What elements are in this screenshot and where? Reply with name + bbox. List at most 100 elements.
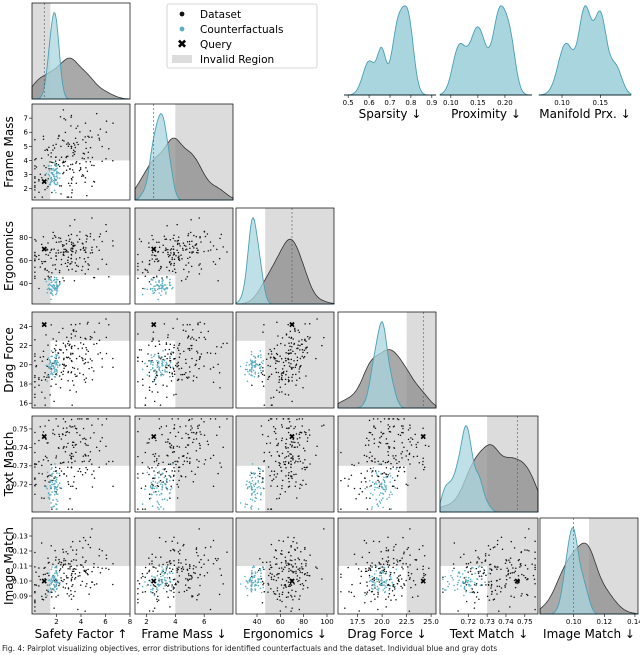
query-point: ✖ (41, 245, 48, 254)
dataset-point (203, 250, 205, 253)
dataset-point (477, 572, 480, 574)
dataset-point (526, 594, 529, 597)
dataset-point (183, 244, 186, 247)
dataset-point (490, 568, 493, 571)
dataset-point (42, 236, 45, 238)
counterfactual-point (150, 584, 152, 587)
dataset-point (70, 241, 73, 243)
dataset-point (340, 508, 342, 510)
dataset-point (372, 418, 375, 420)
dataset-point (137, 333, 139, 335)
dataset-point (58, 561, 61, 563)
dataset-point (188, 563, 191, 566)
counterfactual-point (54, 351, 57, 353)
y-tick-label: 0.13 (12, 532, 28, 540)
dataset-point (158, 246, 161, 248)
dataset-point (500, 587, 503, 589)
dataset-point (292, 458, 294, 461)
dataset-point (60, 193, 62, 195)
counterfactual-point (171, 351, 173, 353)
dataset-point (409, 463, 411, 465)
panel-frame (134, 311, 234, 409)
counterfactual-point (384, 590, 387, 593)
dataset-point (89, 233, 92, 235)
dataset-point (527, 578, 529, 580)
dataset-point (165, 540, 167, 543)
dataset-point (166, 357, 168, 360)
dataset-point (377, 596, 379, 598)
y-tick-label: 0.72 (12, 481, 28, 489)
dataset-point (284, 383, 287, 385)
counterfactual-point (53, 176, 56, 178)
dataset-point (34, 566, 36, 568)
dataset-point (68, 240, 70, 243)
dataset-point (71, 444, 74, 446)
dataset-point (164, 238, 166, 240)
dataset-point (293, 473, 295, 476)
dataset-point (76, 234, 78, 237)
dataset-point (196, 594, 199, 597)
dataset-point (191, 427, 193, 429)
dataset-point (88, 136, 90, 139)
dataset-point (391, 485, 394, 487)
counterfactual-point (154, 485, 156, 488)
dataset-point (534, 568, 536, 571)
dataset-point (267, 435, 269, 438)
counterfactual-point (391, 582, 394, 584)
dataset-point (295, 590, 297, 593)
dataset-point (162, 244, 164, 246)
dataset-point (46, 456, 48, 459)
dataset-point (83, 157, 85, 160)
counterfactual-point (373, 573, 376, 575)
query-point: ✖ (420, 577, 427, 586)
dataset-point (275, 418, 278, 420)
dataset-point (288, 583, 291, 586)
dataset-point (142, 472, 144, 475)
dataset-point (35, 483, 37, 486)
counterfactual-point (154, 576, 156, 579)
dataset-point (40, 497, 43, 499)
dataset-point (276, 360, 279, 362)
counterfactual-point (160, 492, 162, 495)
dataset-point (99, 233, 102, 235)
dataset-point (44, 485, 46, 487)
valid-region (338, 465, 407, 512)
dataset-point (57, 425, 59, 427)
dataset-point (290, 581, 292, 583)
counterfactual-point (163, 476, 166, 479)
dataset-point (169, 549, 172, 552)
dataset-point (367, 569, 370, 571)
dataset-point (42, 431, 45, 433)
dataset-point (198, 561, 201, 564)
dataset-point (274, 367, 277, 370)
dataset-point (173, 394, 175, 396)
dataset-point (151, 562, 153, 565)
dataset-point (174, 364, 177, 367)
counterfactual-point (51, 483, 53, 486)
counterfactual-point (245, 483, 248, 486)
dataset-point (506, 567, 508, 570)
dataset-point (72, 559, 75, 561)
dataset-point (173, 373, 176, 376)
dataset-point (290, 441, 293, 443)
dataset-point (301, 484, 303, 487)
dataset-point (387, 473, 389, 476)
counterfactual-point (165, 486, 167, 489)
dataset-point (172, 447, 175, 449)
counterfactual-point (151, 367, 154, 370)
dataset-point (473, 591, 476, 594)
dataset-point (377, 479, 379, 482)
dataset-point (52, 432, 54, 435)
dataset-point (62, 327, 64, 330)
dataset-point (144, 566, 147, 569)
counterfactual-point (374, 582, 376, 584)
dataset-point (64, 250, 67, 253)
dataset-point (70, 163, 72, 166)
dataset-point (528, 528, 530, 530)
dataset-point (304, 323, 306, 325)
dataset-point (177, 236, 180, 238)
counterfactual-point (164, 284, 167, 286)
dataset-point (144, 404, 147, 406)
counterfactual-point (259, 350, 262, 352)
